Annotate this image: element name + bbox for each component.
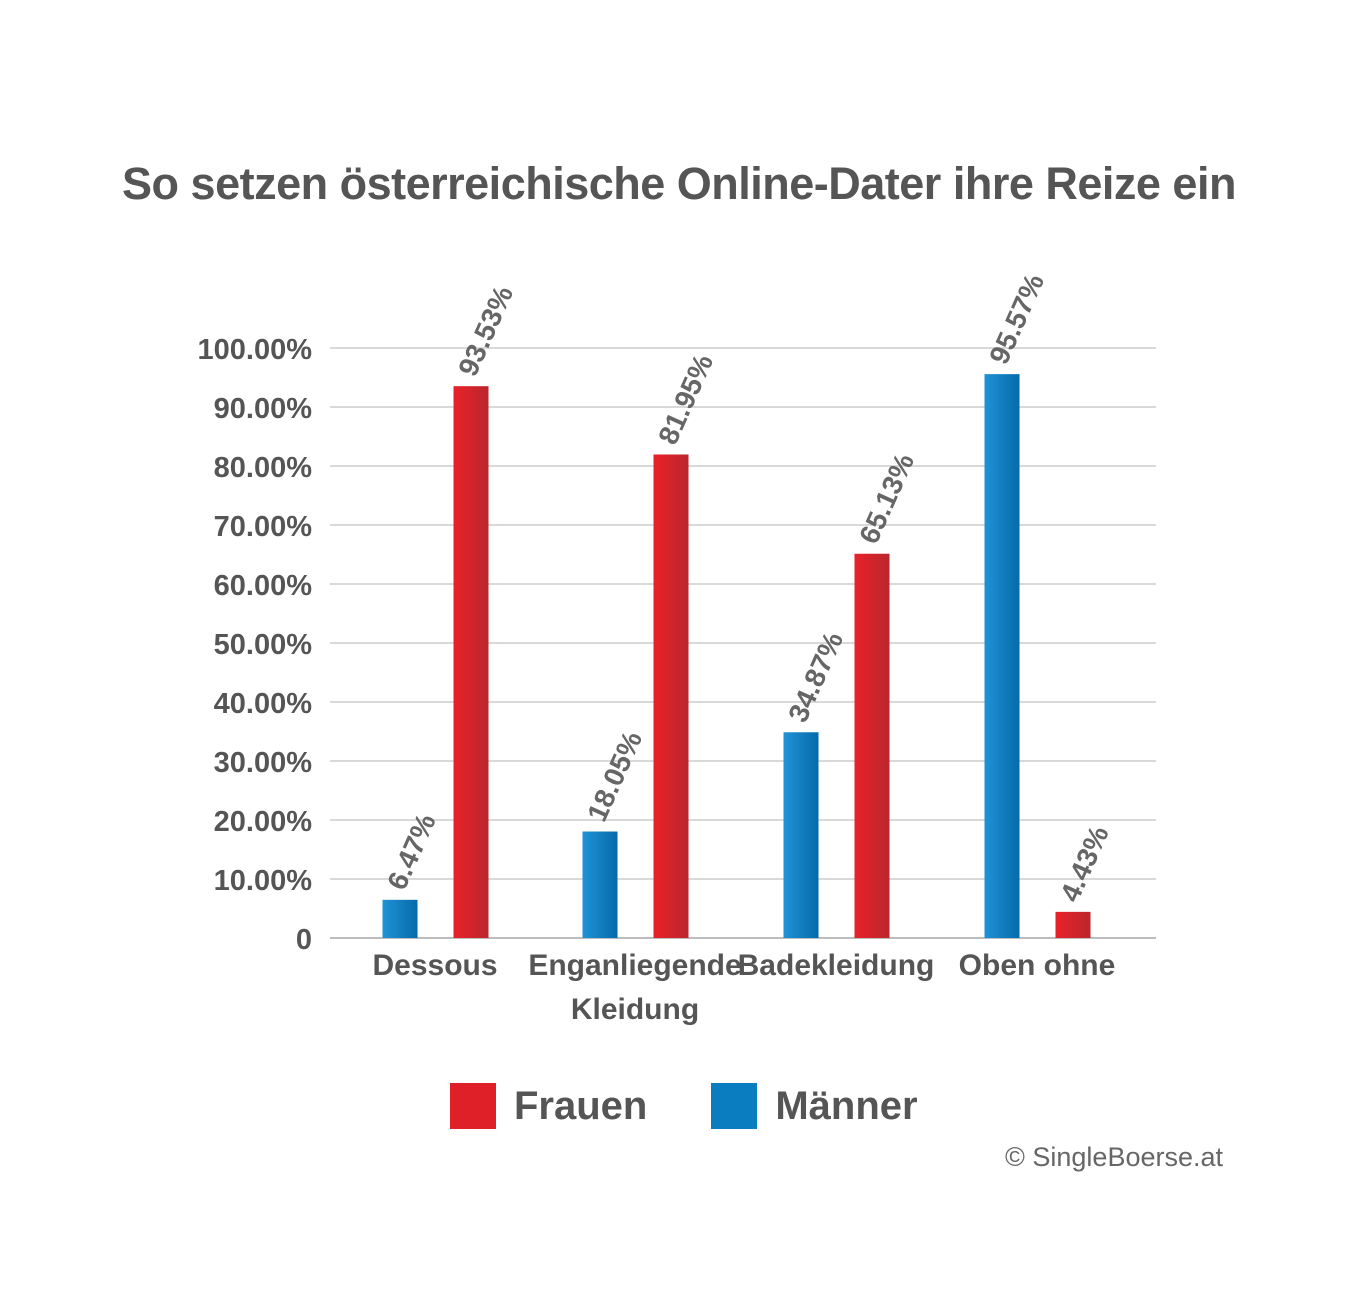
bar-frauen-3 (1055, 911, 1091, 938)
bar-männer-3 (984, 374, 1020, 939)
data-label: 4.43% (1054, 821, 1115, 906)
data-label: 18.05% (581, 726, 648, 825)
legend-label-maenner: Männer (775, 1083, 918, 1128)
copyright-notice: © SingleBoerse.at (1005, 1142, 1224, 1172)
y-tick-label: 20.00% (214, 806, 313, 838)
y-tick-label: 90.00% (214, 393, 313, 425)
y-tick-label: 0 (296, 924, 312, 956)
x-tick-label: Dessous (372, 949, 497, 982)
y-tick-label: 30.00% (214, 747, 313, 779)
x-axis-ticks: Dessous Enganliegende Kleidung Badekleidung… (372, 949, 1115, 1026)
legend-item-frauen: Frauen (450, 1083, 647, 1129)
y-tick-label: 60.00% (214, 570, 313, 602)
bars (382, 374, 1091, 939)
data-label: 93.53% (452, 281, 519, 380)
bar-frauen-2 (854, 553, 890, 938)
y-tick-label: 50.00% (214, 629, 313, 661)
bar-männer-0 (382, 899, 418, 938)
legend-item-maenner: Männer (711, 1083, 918, 1129)
bar-männer-1 (582, 831, 618, 938)
x-tick-label: Badekleidung (738, 949, 935, 982)
x-tick-label: Oben ohne (959, 949, 1116, 982)
y-tick-label: 70.00% (214, 511, 313, 543)
data-label: 6.47% (381, 809, 442, 894)
data-label: 95.57% (983, 269, 1050, 368)
chart-title: So setzen österreichische Online-Dater i… (122, 158, 1236, 209)
y-tick-label: 100.00% (198, 334, 313, 366)
y-tick-label: 40.00% (214, 688, 313, 720)
data-label: 81.95% (652, 349, 719, 448)
bar-männer-2 (783, 732, 819, 938)
y-tick-label: 80.00% (214, 452, 313, 484)
y-tick-label: 10.00% (214, 865, 313, 897)
legend-swatch-frauen (450, 1083, 496, 1129)
y-axis-ticks: 0 10.00% 20.00% 30.00% 40.00% 50.00% 60.00% 70.… (198, 334, 313, 956)
x-tick-label: Enganliegende (528, 949, 741, 982)
legend: Frauen Männer (450, 1083, 982, 1129)
legend-label-frauen: Frauen (514, 1083, 648, 1128)
bar-frauen-1 (653, 454, 689, 938)
x-tick-label: Kleidung (571, 993, 699, 1026)
data-label: 65.13% (853, 449, 920, 548)
bar-frauen-0 (453, 386, 489, 939)
legend-swatch-maenner (711, 1083, 758, 1129)
